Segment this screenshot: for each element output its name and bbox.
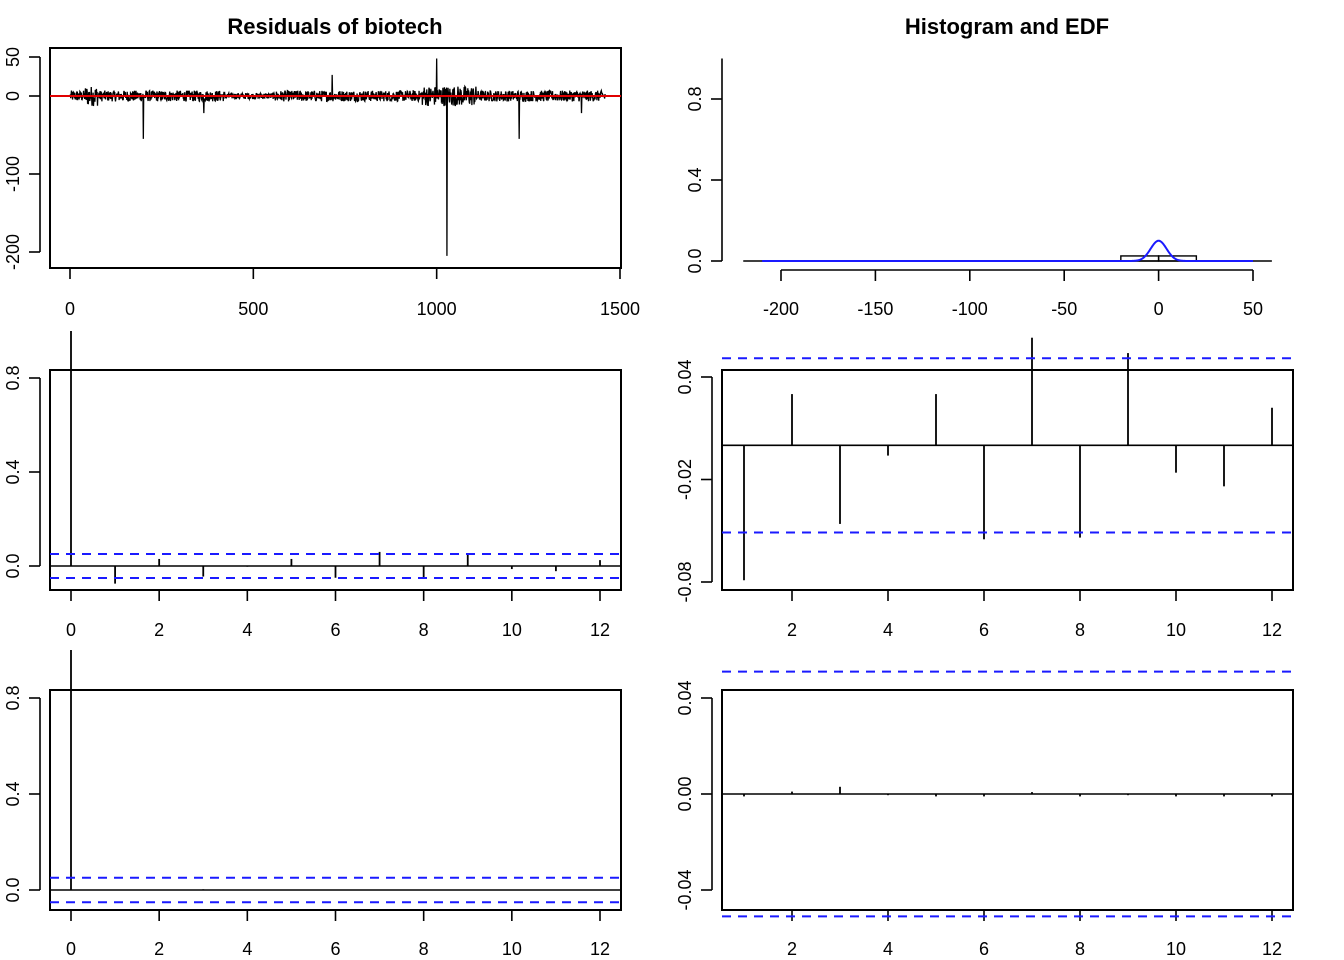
x-tick-label: 8 xyxy=(419,620,429,640)
x-tick-label: 500 xyxy=(238,299,268,319)
x-tick-label: 10 xyxy=(502,939,522,959)
y-tick-label: 0.8 xyxy=(685,86,705,111)
x-axis: 2 4 6 8 10 12 xyxy=(787,589,1282,640)
y-axis: 0.0 0.4 0.8 xyxy=(3,685,41,903)
x-tick-label: 0 xyxy=(65,299,75,319)
y-tick-label: 0.8 xyxy=(3,685,23,710)
x-axis: 0 2 4 6 8 10 12 xyxy=(66,589,610,640)
pacf-residuals-panel: 2 4 6 8 10 12 -0.08 -0.02 0.04 xyxy=(675,337,1294,640)
x-tick-label: 2 xyxy=(154,939,164,959)
x-tick-label: 1500 xyxy=(600,299,640,319)
y-tick-label: -100 xyxy=(3,156,23,192)
histogram-panel: Histogram and EDF-200 -150 -100 -50 0 500.00.… xyxy=(685,14,1272,319)
x-tick-label: 6 xyxy=(979,620,989,640)
y-tick-label: -0.02 xyxy=(675,459,695,500)
y-tick-label: 0.04 xyxy=(675,680,695,715)
x-tick-label: 4 xyxy=(883,939,893,959)
x-tick-label: 10 xyxy=(1166,939,1186,959)
x-tick-label: 10 xyxy=(1166,620,1186,640)
y-tick-label: 0.4 xyxy=(3,459,23,484)
x-axis: 0 500 1000 1500 xyxy=(65,267,640,319)
y-axis: -0.04 0.00 0.04 xyxy=(675,680,713,911)
x-tick-label: 6 xyxy=(979,939,989,959)
y-tick-label: 0.0 xyxy=(3,877,23,902)
x-tick-label: 6 xyxy=(330,939,340,959)
x-tick-label: 50 xyxy=(1243,299,1263,319)
pacf-squared-panel: 2 4 6 8 10 12 -0.04 0.00 0.04 xyxy=(675,670,1294,959)
x-tick-label: 0 xyxy=(66,620,76,640)
x-tick-label: 0 xyxy=(1154,299,1164,319)
y-tick-label: 0.4 xyxy=(3,781,23,806)
x-tick-label: 2 xyxy=(787,939,797,959)
y-tick-label: 0.0 xyxy=(3,553,23,578)
y-tick-label: 0 xyxy=(3,91,23,101)
y-axis: 0.0 0.4 0.8 xyxy=(3,365,41,579)
plot-frame xyxy=(49,369,622,591)
x-tick-label: 2 xyxy=(154,620,164,640)
x-tick-label: 4 xyxy=(883,620,893,640)
x-tick-label: 12 xyxy=(590,939,610,959)
plot-frame xyxy=(721,689,1294,911)
x-tick-label: -150 xyxy=(857,299,893,319)
x-tick-label: 8 xyxy=(1075,939,1085,959)
plot-frame xyxy=(49,47,622,269)
y-axis: -200 -100 0 50 xyxy=(3,47,41,270)
y-axis: -0.08 -0.02 0.04 xyxy=(675,359,713,603)
x-tick-label: 12 xyxy=(1262,620,1282,640)
x-tick-label: 1000 xyxy=(417,299,457,319)
x-tick-label: 10 xyxy=(502,620,522,640)
x-axis: 2 4 6 8 10 12 xyxy=(787,909,1282,959)
y-tick-label: -200 xyxy=(3,234,23,270)
chart-title: Histogram and EDF xyxy=(905,14,1109,39)
density-curve xyxy=(762,239,1253,262)
y-tick-label: 0.8 xyxy=(3,365,23,390)
x-tick-label: 0 xyxy=(66,939,76,959)
histogram-bar xyxy=(1157,255,1198,262)
y-tick-label: -0.08 xyxy=(675,561,695,602)
x-tick-label: -100 xyxy=(952,299,988,319)
y-tick-label: 50 xyxy=(3,47,23,67)
x-tick-label: 8 xyxy=(1075,620,1085,640)
y-tick-label: 0.0 xyxy=(685,248,705,273)
x-axis: 0 2 4 6 8 10 12 xyxy=(66,909,610,959)
x-tick-label: -50 xyxy=(1051,299,1077,319)
residual-series xyxy=(69,58,606,256)
x-tick-label: 4 xyxy=(242,620,252,640)
y-tick-label: 0.04 xyxy=(675,359,695,394)
acf-residuals-panel: 0 2 4 6 8 10 12 0.0 0.4 0.8 xyxy=(3,331,622,640)
acf-squared-panel: 0 2 4 6 8 10 12 0.0 0.4 0.8 xyxy=(3,650,622,959)
x-tick-label: -200 xyxy=(763,299,799,319)
x-tick-label: 2 xyxy=(787,620,797,640)
y-axis: 0.0 0.4 0.8 xyxy=(685,58,723,274)
x-tick-label: 8 xyxy=(419,939,429,959)
x-tick-label: 12 xyxy=(1262,939,1282,959)
x-axis: -200 -150 -100 -50 0 50 xyxy=(763,269,1263,319)
x-tick-label: 6 xyxy=(330,620,340,640)
plot-frame xyxy=(721,369,1294,591)
chart-title: Residuals of biotech xyxy=(227,14,442,39)
x-tick-label: 4 xyxy=(242,939,252,959)
y-tick-label: 0.00 xyxy=(675,776,695,811)
x-tick-label: 12 xyxy=(590,620,610,640)
y-tick-label: -0.04 xyxy=(675,869,695,910)
y-tick-label: 0.4 xyxy=(685,167,705,192)
